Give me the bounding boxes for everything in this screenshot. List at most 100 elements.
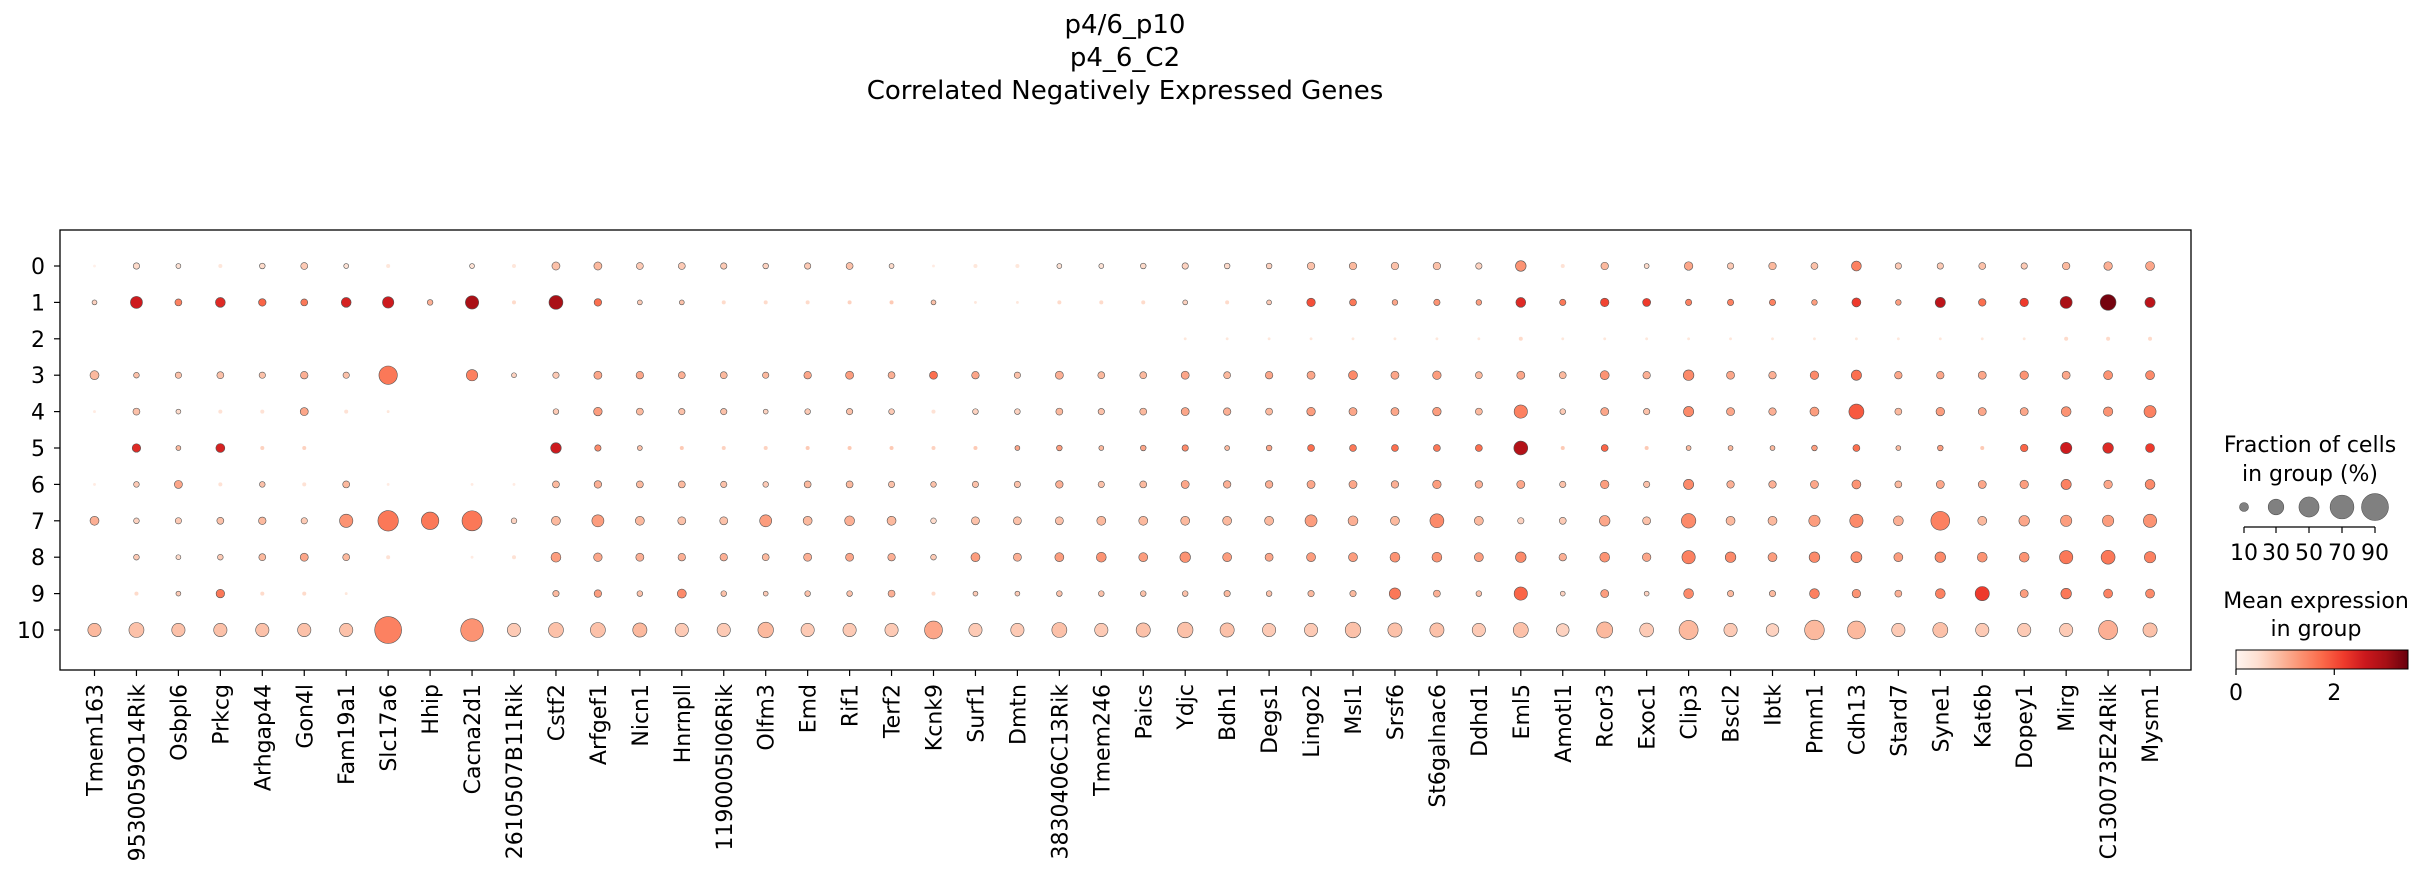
size-legend-label: 10	[2230, 541, 2258, 566]
dot	[930, 517, 937, 524]
dot	[1055, 370, 1064, 380]
x-tick-label: Msl1	[1342, 684, 1367, 735]
dot	[1808, 514, 1821, 527]
dot	[594, 444, 602, 452]
dot	[1266, 299, 1272, 306]
dot	[2060, 478, 2072, 490]
dot	[1306, 407, 1316, 417]
dot	[1644, 445, 1649, 451]
dot	[1014, 590, 1021, 597]
x-tick-label: Cdh13	[1845, 684, 1870, 755]
dot	[175, 408, 182, 415]
dot	[1222, 516, 1232, 526]
x-tick-label: Paics	[1132, 684, 1157, 739]
dot	[1429, 513, 1445, 529]
x-tick-label: Lingo2	[1300, 684, 1325, 758]
dot	[1306, 552, 1316, 562]
dot	[1599, 515, 1611, 527]
dot	[720, 590, 727, 597]
dot	[635, 516, 645, 526]
dot	[2103, 588, 2113, 599]
dot	[1559, 298, 1567, 306]
dot	[887, 589, 896, 598]
dot	[1559, 408, 1566, 415]
dot	[1642, 552, 1652, 562]
dot	[1768, 261, 1777, 271]
x-tick-label: Pmm1	[1803, 684, 1828, 754]
dot	[174, 298, 183, 307]
dot	[1096, 516, 1107, 526]
dot	[721, 300, 726, 305]
dot	[507, 623, 521, 637]
dot	[761, 553, 770, 561]
dot	[716, 623, 731, 637]
dot	[719, 371, 728, 379]
dot	[1683, 588, 1694, 599]
dot	[302, 445, 307, 451]
dot	[1932, 622, 1949, 638]
dot	[548, 622, 564, 638]
dot	[1181, 262, 1189, 270]
dot	[1935, 588, 1946, 599]
dot	[1850, 551, 1863, 564]
dot	[128, 622, 145, 638]
dot	[1894, 589, 1903, 598]
dot	[763, 300, 768, 305]
dot	[1936, 262, 1944, 270]
dot	[932, 264, 935, 268]
dot	[593, 261, 603, 271]
dot	[678, 480, 686, 489]
dot	[1393, 337, 1397, 341]
dot	[889, 300, 894, 305]
size-legend-dot	[2329, 494, 2355, 520]
dot	[973, 445, 978, 451]
dot	[593, 370, 603, 380]
dot	[2018, 515, 2030, 527]
x-tick-label: Ddhd1	[1468, 684, 1493, 757]
dot	[342, 371, 350, 379]
dot	[2145, 443, 2155, 453]
x-tick-label: Bdh1	[1216, 684, 1241, 741]
dot	[2143, 513, 2158, 528]
dot	[1515, 551, 1527, 563]
dot	[218, 482, 223, 487]
dot	[888, 263, 895, 269]
dot	[378, 365, 398, 385]
dot	[1475, 407, 1483, 416]
dot	[762, 408, 769, 415]
dot	[1558, 371, 1567, 379]
dot	[929, 370, 938, 380]
size-legend-dot	[2298, 496, 2320, 518]
dot	[1098, 263, 1105, 269]
dot	[931, 409, 936, 414]
dot	[805, 300, 810, 305]
y-tick-label: 9	[31, 583, 45, 608]
dot	[1474, 552, 1484, 562]
dot	[1727, 590, 1735, 598]
size-legend-label: 50	[2295, 541, 2323, 566]
y-tick-label: 4	[31, 401, 45, 426]
dot	[1560, 263, 1565, 269]
dot	[1811, 444, 1818, 452]
dot	[1013, 480, 1021, 488]
dot	[590, 622, 606, 638]
dot	[762, 481, 769, 488]
dot	[2099, 294, 2117, 311]
dot	[1098, 590, 1105, 597]
dot	[91, 299, 98, 306]
dot	[2144, 296, 2156, 308]
dot	[175, 554, 182, 560]
dot	[1265, 371, 1274, 380]
dot	[1433, 444, 1441, 452]
dot	[216, 517, 225, 525]
dot	[255, 623, 270, 637]
dot	[1096, 551, 1107, 563]
dot	[1474, 480, 1483, 489]
dot	[1304, 514, 1318, 528]
dot	[511, 372, 517, 378]
dot	[548, 295, 564, 310]
dot	[1727, 262, 1735, 270]
x-tick-label: Mirg	[2055, 684, 2080, 732]
dot	[1561, 337, 1565, 341]
dot	[842, 623, 857, 637]
